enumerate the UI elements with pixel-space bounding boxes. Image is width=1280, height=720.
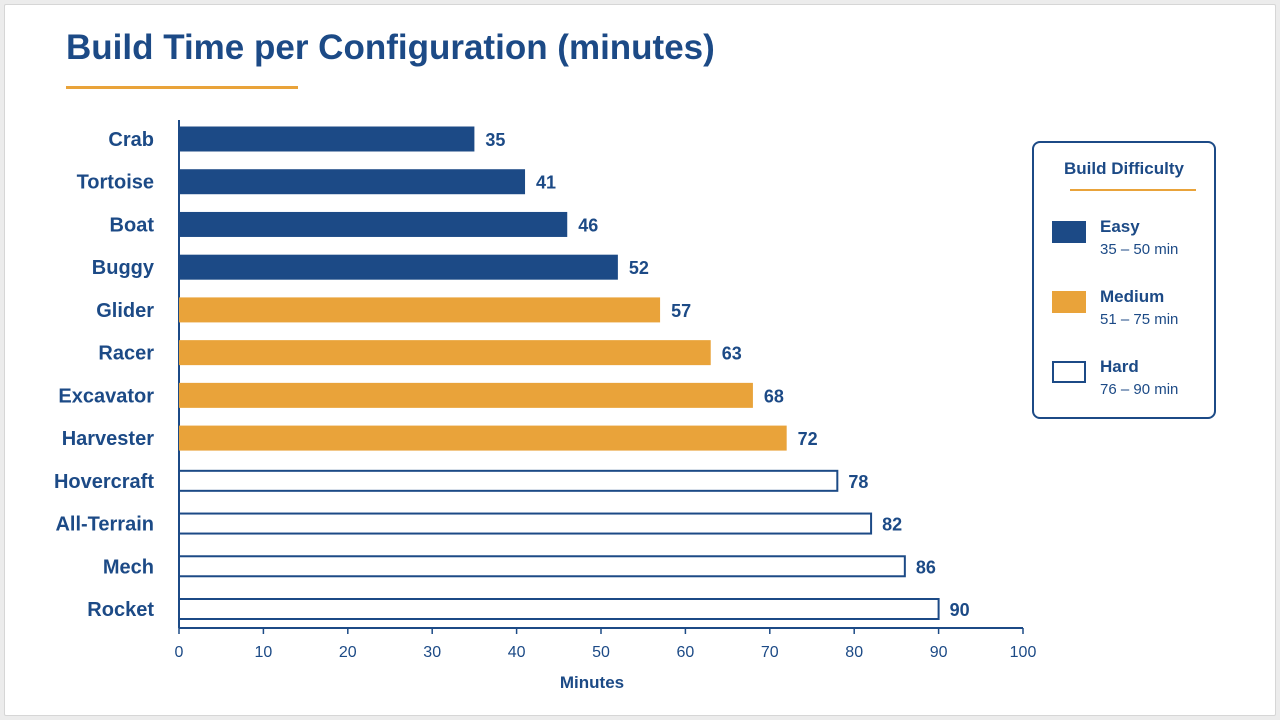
bar (178, 598, 940, 620)
bar-value-label: 72 (798, 429, 818, 449)
bar-value-label: 41 (536, 173, 556, 193)
bar (179, 425, 787, 451)
bar (179, 254, 618, 280)
y-category-label: Rocket (87, 599, 154, 621)
x-tick-label: 90 (930, 644, 948, 661)
legend-range-medium: 51 – 75 min (1100, 311, 1179, 328)
legend-swatch-easy (1052, 221, 1086, 243)
y-category-label: Buggy (92, 257, 155, 279)
bar-value-label: 82 (882, 515, 902, 535)
y-category-label: Harvester (62, 428, 155, 450)
x-tick-label: 30 (423, 644, 441, 661)
x-tick-label: 40 (508, 644, 526, 661)
bar (178, 512, 873, 535)
y-category-label: Racer (98, 343, 154, 365)
axes: 0 10 20 30 40 50 60 70 80 90 100 (175, 120, 1037, 661)
y-category-label: Mech (103, 556, 154, 578)
bars (178, 126, 940, 620)
bar (179, 382, 753, 408)
x-tick-label: 60 (677, 644, 695, 661)
labels: Crab 35 Tortoise 41 Boat 46 Buggy 52 Glider 57 Rac… (54, 129, 970, 621)
x-tick-label: 80 (845, 644, 863, 661)
x-tick-label: 20 (339, 644, 357, 661)
bar-value-label: 78 (848, 472, 868, 492)
bar-value-label: 68 (764, 386, 784, 406)
legend-title: Build Difficulty (1064, 159, 1184, 178)
y-category-label: Hovercraft (54, 471, 154, 493)
x-tick-label: 50 (592, 644, 610, 661)
y-category-label: Crab (108, 129, 154, 151)
x-tick-label: 100 (1010, 644, 1037, 661)
legend-range-easy: 35 – 50 min (1100, 241, 1179, 258)
legend-title-underline (1070, 189, 1196, 191)
bar-value-label: 63 (722, 344, 742, 364)
y-category-label: Tortoise (77, 172, 154, 194)
legend-range-hard: 76 – 90 min (1100, 381, 1179, 398)
legend-label-medium: Medium (1100, 287, 1165, 306)
bar-value-label: 46 (578, 215, 598, 235)
legend-swatch-hard (1052, 361, 1086, 383)
bar (179, 297, 661, 323)
x-tick-label: 0 (175, 644, 184, 661)
legend-label-easy: Easy (1100, 217, 1140, 236)
bar-value-label: 52 (629, 258, 649, 278)
legend-swatch-medium (1052, 291, 1086, 313)
bar-value-label: 86 (916, 557, 936, 577)
y-category-label: Boat (110, 214, 155, 236)
x-tick-label: 10 (255, 644, 273, 661)
bar-value-label: 35 (485, 130, 505, 150)
legend: Build Difficulty Easy 35 – 50 min Medium… (1032, 141, 1216, 419)
y-category-label: All-Terrain (55, 514, 154, 536)
bar (179, 169, 526, 195)
y-category-label: Excavator (58, 385, 154, 407)
bar (179, 126, 475, 152)
y-category-label: Glider (96, 300, 154, 322)
bar (179, 340, 711, 366)
bar (178, 469, 839, 492)
bar (179, 211, 568, 237)
bar (178, 555, 906, 578)
chart-title: Build Time per Configuration (minutes) (66, 28, 715, 67)
bar-value-label: 57 (671, 301, 691, 321)
x-tick-label: 70 (761, 644, 779, 661)
bar-value-label: 90 (950, 600, 970, 620)
legend-label-hard: Hard (1100, 357, 1139, 376)
x-axis-title: Minutes (560, 673, 624, 692)
title-underline (66, 86, 298, 89)
